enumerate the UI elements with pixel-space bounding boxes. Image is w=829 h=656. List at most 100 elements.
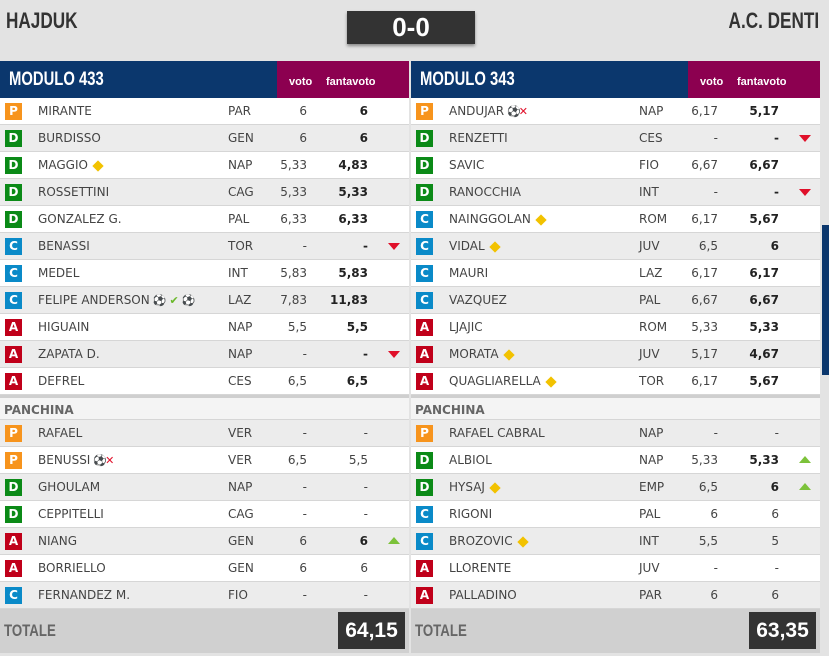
- player-name-text: NAINGGOLAN: [449, 212, 531, 226]
- player-row[interactable]: A QUAGLIARELLA TOR 6,17 5,67: [411, 368, 820, 395]
- player-name: SAVIC: [449, 158, 484, 172]
- player-name-text: MEDEL: [38, 266, 80, 280]
- voto-value: 5,5: [698, 534, 718, 548]
- player-row[interactable]: P RAFAEL CABRAL NAP - -: [411, 420, 820, 447]
- player-name-text: VAZQUEZ: [449, 293, 507, 307]
- player-row[interactable]: A LLORENTE JUV - -: [411, 555, 820, 582]
- fantavoto-value: -: [774, 561, 779, 575]
- club-code: CES: [639, 131, 663, 145]
- player-row[interactable]: A BORRIELLO GEN 6 6: [0, 555, 409, 582]
- player-row[interactable]: C FERNANDEZ M. FIO - -: [0, 582, 409, 609]
- voto-value: 6,67: [691, 293, 718, 307]
- voto-value: 6,17: [691, 104, 718, 118]
- club-code: INT: [639, 534, 659, 548]
- substituted-out-arrow-icon: [799, 189, 811, 196]
- fantavoto-value: 5,17: [749, 104, 779, 118]
- player-name: RENZETTI: [449, 131, 508, 145]
- player-name: ZAPATA D.: [38, 347, 100, 361]
- player-name-text: ANDUJAR: [449, 104, 505, 118]
- bench-header: PANCHINA: [411, 398, 820, 420]
- club-code: PAR: [639, 588, 663, 602]
- player-name-text: GONZALEZ G.: [38, 212, 122, 226]
- fantavoto-value: 6: [771, 588, 779, 602]
- divider: [411, 395, 820, 398]
- voto-value: 7,83: [280, 293, 307, 307]
- voto-value: 5,33: [280, 185, 307, 199]
- player-row[interactable]: A NIANG GEN 6 6: [0, 528, 409, 555]
- fantavoto-column-header: fantavoto: [737, 76, 787, 88]
- role-badge: D: [416, 157, 433, 174]
- player-row[interactable]: C NAINGGOLAN ROM 6,17 5,67: [411, 206, 820, 233]
- voto-value: -: [713, 426, 718, 440]
- role-badge: C: [5, 265, 22, 282]
- player-row[interactable]: P ANDUJAR ⚽✕ NAP 6,17 5,17: [411, 98, 820, 125]
- player-row[interactable]: P BENUSSI ⚽✕ VER 6,5 5,5: [0, 447, 409, 474]
- player-row[interactable]: P RAFAEL VER - -: [0, 420, 409, 447]
- player-row[interactable]: C BROZOVIC INT 5,5 5: [411, 528, 820, 555]
- player-row[interactable]: C RIGONI PAL 6 6: [411, 501, 820, 528]
- fantavoto-value: -: [774, 426, 779, 440]
- player-row[interactable]: C FELIPE ANDERSON ⚽ ✔ ⚽ LAZ 7,83 11,83: [0, 287, 409, 314]
- club-code: ROM: [639, 212, 668, 226]
- fantavoto-column-header: fantavoto: [326, 76, 376, 88]
- player-row[interactable]: D BURDISSO GEN 6 6: [0, 125, 409, 152]
- player-row[interactable]: C MEDEL INT 5,83 5,83: [0, 260, 409, 287]
- player-name-text: MAGGIO: [38, 158, 88, 172]
- player-row[interactable]: C VAZQUEZ PAL 6,67 6,67: [411, 287, 820, 314]
- player-row[interactable]: D GHOULAM NAP - -: [0, 474, 409, 501]
- club-code: NAP: [639, 104, 664, 118]
- player-row[interactable]: D RENZETTI CES - -: [411, 125, 820, 152]
- player-name-text: BURDISSO: [38, 131, 101, 145]
- role-badge: P: [5, 425, 22, 442]
- player-row[interactable]: D MAGGIO NAP 5,33 4,83: [0, 152, 409, 179]
- player-row[interactable]: P MIRANTE PAR 6 6: [0, 98, 409, 125]
- fantavoto-value: 5,33: [749, 453, 779, 467]
- player-row[interactable]: D ROSSETTINI CAG 5,33 5,33: [0, 179, 409, 206]
- player-name: ROSSETTINI: [38, 185, 109, 199]
- fantavoto-value: 6,67: [749, 158, 779, 172]
- voto-value: -: [302, 426, 307, 440]
- player-name: LJAJIC: [449, 320, 483, 334]
- player-name: BORRIELLO: [38, 561, 106, 575]
- voto-value: 5,83: [280, 266, 307, 280]
- player-row[interactable]: A LJAJIC ROM 5,33 5,33: [411, 314, 820, 341]
- club-code: LAZ: [639, 266, 663, 280]
- player-name: NIANG: [38, 534, 77, 548]
- player-name: BURDISSO: [38, 131, 101, 145]
- away-team-name: A.C. DENTI: [728, 8, 819, 33]
- club-code: ROM: [639, 320, 668, 334]
- player-row[interactable]: C BENASSI TOR - -: [0, 233, 409, 260]
- club-code: VER: [228, 426, 253, 440]
- fantavoto-value: 6: [359, 104, 368, 118]
- scrollbar[interactable]: [822, 225, 829, 375]
- voto-value: 6,5: [287, 453, 307, 467]
- role-badge: A: [5, 560, 22, 577]
- player-row[interactable]: D RANOCCHIA INT - -: [411, 179, 820, 206]
- goal-conceded-icon: ⚽: [507, 105, 521, 118]
- player-row[interactable]: A HIGUAIN NAP 5,5 5,5: [0, 314, 409, 341]
- voto-value: -: [713, 131, 718, 145]
- player-row[interactable]: A MORATA JUV 5,17 4,67: [411, 341, 820, 368]
- club-code: TOR: [639, 374, 665, 388]
- player-row[interactable]: D GONZALEZ G. PAL 6,33 6,33: [0, 206, 409, 233]
- club-code: JUV: [639, 239, 660, 253]
- player-row[interactable]: A PALLADINO PAR 6 6: [411, 582, 820, 609]
- role-badge: A: [416, 587, 433, 604]
- player-row[interactable]: A DEFREL CES 6,5 6,5: [0, 368, 409, 395]
- voto-value: 5,33: [691, 320, 718, 334]
- player-row[interactable]: D ALBIOL NAP 5,33 5,33: [411, 447, 820, 474]
- player-name: RANOCCHIA: [449, 185, 521, 199]
- lineup-header: MODULO 343 voto fantavoto: [411, 61, 820, 98]
- club-code: TOR: [228, 239, 254, 253]
- player-row[interactable]: D HYSAJ EMP 6,5 6: [411, 474, 820, 501]
- player-name: NAINGGOLAN: [449, 212, 547, 226]
- player-row[interactable]: A ZAPATA D. NAP - -: [0, 341, 409, 368]
- player-row[interactable]: D CEPPITELLI CAG - -: [0, 501, 409, 528]
- player-row[interactable]: C VIDAL JUV 6,5 6: [411, 233, 820, 260]
- player-name: LLORENTE: [449, 561, 511, 575]
- red-x-icon: ✕: [105, 454, 115, 467]
- player-row[interactable]: C MAURI LAZ 6,17 6,17: [411, 260, 820, 287]
- player-row[interactable]: D SAVIC FIO 6,67 6,67: [411, 152, 820, 179]
- fantavoto-value: 6: [770, 239, 779, 253]
- club-code: VER: [228, 453, 253, 467]
